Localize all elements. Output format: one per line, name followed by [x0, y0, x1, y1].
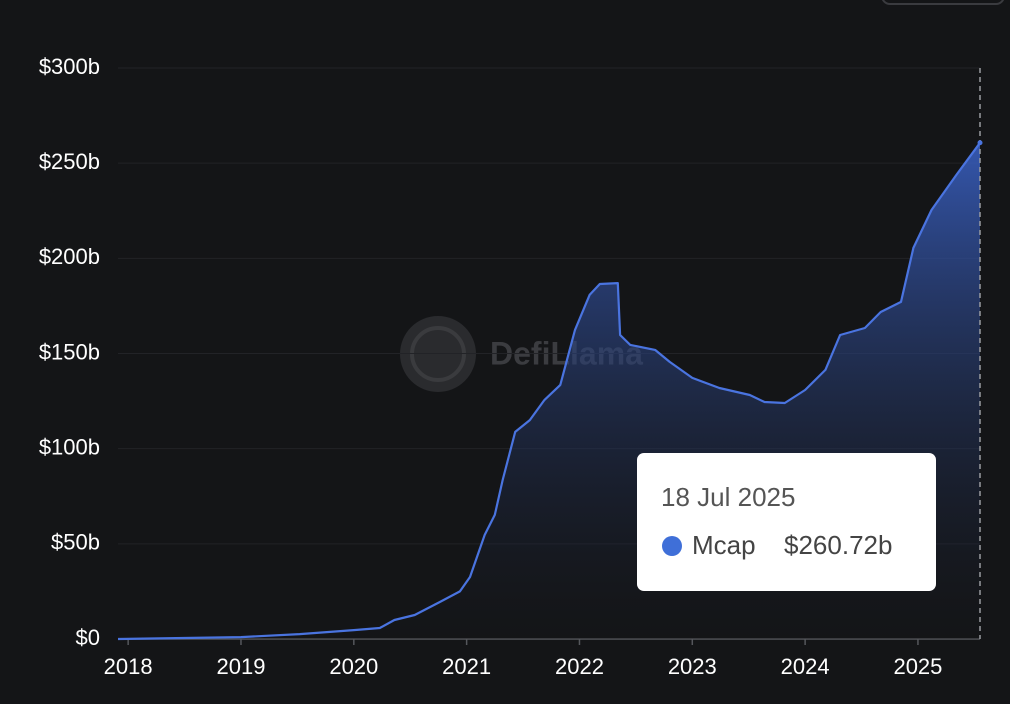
y-tick-label: $300b — [39, 54, 100, 79]
x-tick-label: 2022 — [555, 654, 604, 679]
x-tick-label: 2025 — [893, 654, 942, 679]
area-line — [117, 142, 981, 641]
y-tick-label: $0 — [76, 625, 100, 650]
x-tick-label: 2020 — [329, 654, 378, 679]
x-tick-label: 2019 — [217, 654, 266, 679]
top-button[interactable] — [881, 0, 1005, 5]
x-tick-label: 2023 — [668, 654, 717, 679]
tooltip-series: Mcap — [692, 530, 756, 560]
tooltip-swatch — [662, 536, 682, 556]
x-tick-label: 2018 — [104, 654, 153, 679]
y-tick-label: $50b — [51, 530, 100, 555]
tooltip-box — [637, 453, 936, 591]
x-tick-label: 2021 — [442, 654, 491, 679]
y-tick-label: $200b — [39, 244, 100, 269]
y-tick-label: $250b — [39, 149, 100, 174]
x-tick-label: 2024 — [781, 654, 830, 679]
y-tick-label: $100b — [39, 434, 100, 459]
hover-point — [977, 140, 983, 146]
tooltip-date: 18 Jul 2025 — [661, 482, 795, 512]
tooltip-value: $260.72b — [784, 530, 892, 560]
y-tick-label: $150b — [39, 339, 100, 364]
tooltip: 18 Jul 2025 Mcap $260.72b — [637, 453, 936, 591]
